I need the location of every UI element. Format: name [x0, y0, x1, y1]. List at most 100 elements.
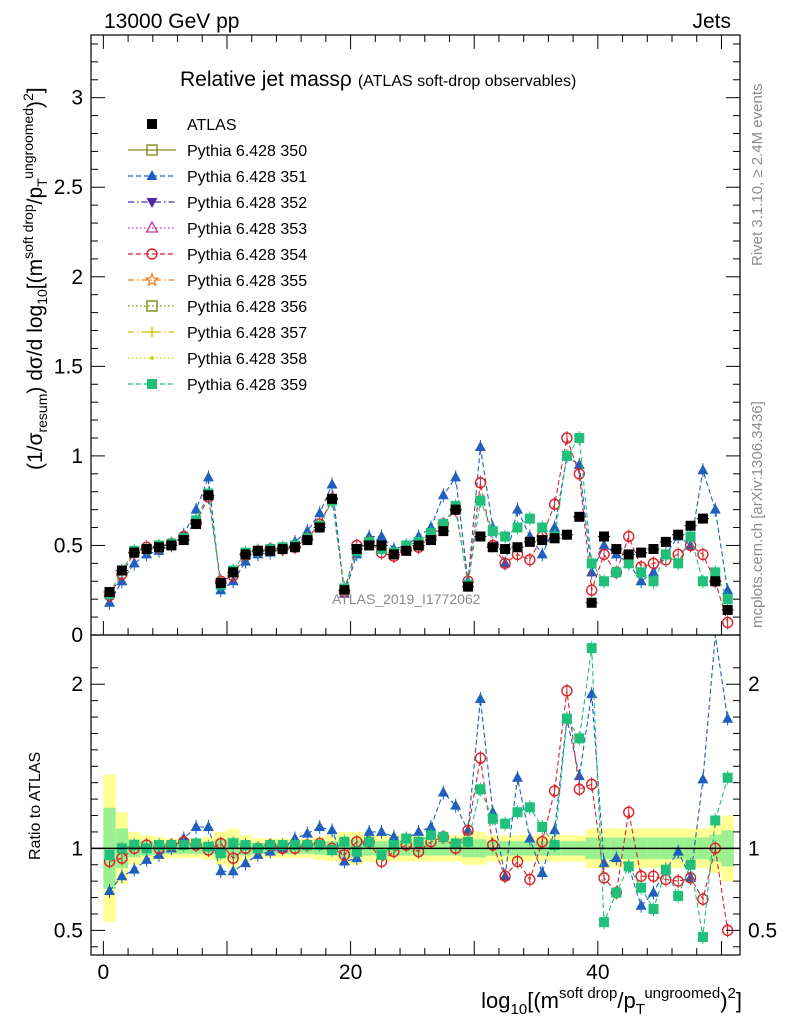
data-point [475, 784, 486, 795]
atlas-point [166, 540, 177, 551]
data-point [610, 852, 622, 863]
svg-text:(1/σresum) dσ/d log10[(msoft d: (1/σresum) dσ/d log10[(msoft drop/pTungr… [20, 87, 50, 470]
data-point [128, 557, 140, 568]
legend-entry: Pythia 6.428 350 [128, 143, 307, 160]
y-tick-label: 0.5 [54, 534, 83, 557]
atlas-point [574, 511, 585, 522]
atlas-point [314, 522, 325, 533]
data-point [376, 849, 387, 860]
data-point [537, 522, 548, 533]
data-point [339, 836, 350, 847]
data-point [685, 531, 696, 542]
atlas-point [240, 549, 251, 560]
legend-label: Pythia 6.428 355 [187, 273, 307, 290]
data-point [474, 477, 487, 489]
data-point [537, 822, 548, 832]
ratio-y-axis-label: Ratio to ATLAS [27, 752, 44, 860]
data-point [376, 530, 388, 541]
data-point [302, 840, 313, 851]
legend-label: Pythia 6.428 351 [187, 169, 307, 186]
data-point [598, 548, 610, 561]
data-point [536, 548, 548, 559]
atlas-point [648, 544, 659, 555]
data-point [524, 513, 535, 524]
data-point [598, 539, 610, 550]
ratio-plot-series [103, 634, 734, 944]
data-point [721, 616, 734, 629]
data-point [301, 827, 313, 838]
data-point [487, 806, 499, 817]
main-x-ticks [102, 35, 722, 635]
data-point [388, 840, 399, 851]
data-point [376, 825, 388, 836]
data-point [648, 904, 659, 915]
atlas-point [191, 518, 202, 529]
legend-label: Pythia 6.428 354 [187, 247, 307, 264]
data-point [647, 870, 660, 882]
data-point [585, 584, 598, 596]
data-point [722, 712, 734, 723]
atlas-point [722, 604, 733, 615]
data-point [648, 576, 659, 587]
data-point [487, 839, 499, 851]
legend-marker [144, 272, 160, 287]
data-point [636, 567, 647, 578]
data-point [227, 865, 239, 876]
data-point [475, 495, 486, 506]
atlas-point [302, 535, 313, 546]
atlas-point [203, 490, 214, 501]
legend-entry: Pythia 6.428 353 [128, 220, 307, 238]
data-point [511, 503, 523, 514]
data-point [202, 471, 214, 482]
data-point [660, 864, 671, 875]
data-point [228, 838, 239, 849]
data-point [153, 840, 164, 851]
y-tick-label: 3 [71, 87, 83, 110]
data-point [450, 471, 462, 482]
atlas-point [586, 597, 597, 608]
main-y-axis: 0 0.5 1 1.5 2 2.5 3 [54, 43, 740, 647]
ratio-plot-frame [90, 634, 741, 956]
atlas-point [611, 544, 622, 555]
atlas-point [549, 533, 560, 544]
category-label: Jets [692, 10, 731, 33]
plot-title: Relative jet massρ (ATLAS soft-drop obser… [180, 68, 576, 91]
data-point [314, 840, 325, 851]
atlas-point [512, 542, 523, 553]
data-point [401, 540, 412, 551]
data-point [598, 872, 610, 884]
data-point [647, 566, 659, 577]
legend-entry: Pythia 6.428 358 [128, 351, 307, 368]
legend-marker [150, 356, 154, 360]
data-point [573, 783, 585, 795]
atlas-point [697, 513, 708, 524]
data-point [611, 567, 622, 578]
data-point [116, 870, 128, 881]
data-point [524, 873, 536, 886]
data-point [599, 917, 610, 928]
data-point [722, 584, 734, 595]
analysis-watermark: ATLAS_2019_I1772062 [332, 591, 481, 607]
data-point [548, 498, 561, 510]
legend-label: Pythia 6.428 353 [187, 221, 307, 238]
data-point [623, 558, 634, 569]
data-point [289, 840, 300, 851]
legend-marker [147, 327, 157, 337]
atlas-point [537, 535, 548, 546]
legend-marker [146, 248, 158, 260]
y-tick-label: 1.5 [54, 355, 83, 378]
atlas-point [463, 581, 474, 592]
data-point [561, 432, 573, 444]
data-point [487, 526, 498, 537]
atlas-point [710, 576, 721, 587]
legend-entry: Pythia 6.428 351 [128, 169, 307, 186]
series-line [109, 436, 729, 600]
atlas-point [487, 542, 498, 553]
atlas-point [178, 535, 189, 546]
x-tick-label: 0 [98, 961, 110, 984]
data-point [685, 859, 696, 870]
data-point [191, 838, 202, 849]
data-point [561, 685, 573, 697]
data-point [463, 836, 474, 847]
